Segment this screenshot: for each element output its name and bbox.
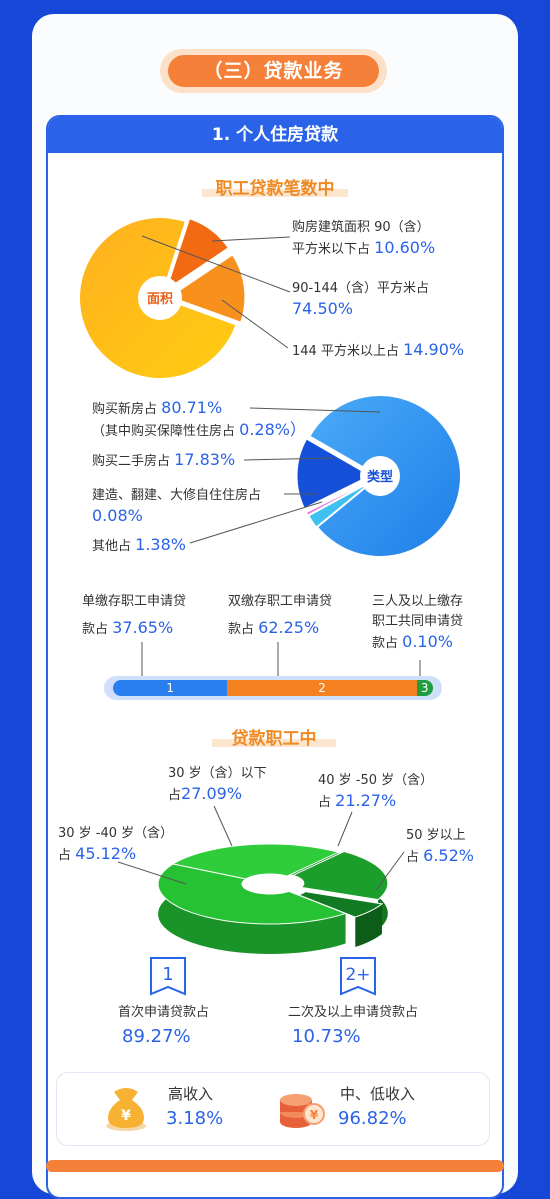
bottom-strip <box>46 1160 504 1172</box>
first-application-value: 89.27% <box>122 1026 191 1047</box>
age-label-under30: 30 岁（含）以下 占27.09% <box>168 766 267 803</box>
pie1-value-small: 10.60% <box>374 238 436 257</box>
stacked-bar: 1 2 3 <box>104 676 442 700</box>
panel-title: 1. 个人住房贷款 <box>48 117 502 153</box>
age-slice-side-over50 <box>355 903 382 948</box>
pie2-leader-new <box>249 407 381 413</box>
pie2-label-build: 建造、翻建、大修自住住房占 0.08% <box>92 488 262 525</box>
section-title: （三）贷款业务 <box>168 55 379 87</box>
pie2-value-build: 0.08% <box>92 506 143 525</box>
pie2-label-new: 购买新房占 80.71% （其中购买保障性住房占 0.28%） <box>92 398 306 439</box>
bar-segment-double: 2 <box>227 680 417 696</box>
pie2-center <box>360 456 400 496</box>
pie2-label-second: 购买二手房占 17.83% <box>92 450 236 469</box>
high-income-label: 高收入 <box>168 1085 214 1103</box>
age-leader-30-40 <box>117 861 187 885</box>
bar-label-double: 双缴存职工申请贷 款占 62.25% <box>228 594 333 637</box>
age-slice-40-50 <box>291 851 389 901</box>
age-leader-40-50 <box>337 811 353 847</box>
pie1-title: 职工贷款笔数中 <box>202 174 348 199</box>
pie1-label-medium: 90-144（含）平方米占 74.50% <box>292 281 430 318</box>
coin-stack-icon: ¥ <box>276 1082 328 1132</box>
money-bag-icon: ¥ <box>100 1084 152 1132</box>
age-value-40-50: 21.27% <box>335 791 397 810</box>
low-income-value: 96.82% <box>338 1108 407 1129</box>
svg-text:¥: ¥ <box>121 1108 131 1124</box>
repeat-application-icon: 2+ <box>338 956 378 996</box>
pie2-slice-build <box>305 478 375 516</box>
pie1-leader-large <box>221 299 289 349</box>
age-value-30-40: 45.12% <box>75 844 137 863</box>
age-donut-hole <box>243 875 297 893</box>
pie2-center-label: 类型 <box>367 469 393 485</box>
section-badge: （三）贷款业务 <box>160 49 387 93</box>
repeat-application-value: 10.73% <box>292 1026 361 1047</box>
age-slice-under30 <box>171 843 340 880</box>
repeat-application-icon-glyph: 2+ <box>345 965 370 985</box>
pie2-slice-second <box>294 435 376 512</box>
pie1-value-medium: 74.50% <box>292 299 354 318</box>
age-label-over50: 50 岁以上 占 6.52% <box>406 828 474 865</box>
high-income-value: 3.18% <box>166 1108 224 1129</box>
low-income-label: 中、低收入 <box>340 1085 416 1103</box>
pie1-value-large: 14.90% <box>403 340 465 359</box>
first-application-icon: 1 <box>148 956 188 996</box>
bar-value-single: 37.65% <box>112 618 174 637</box>
age-slice-30-40 <box>157 863 348 925</box>
age-leader-over50 <box>375 851 405 891</box>
pie1-leader-medium <box>141 235 291 293</box>
pie2-slice-other <box>306 478 376 530</box>
pie1-label-large: 144 平方米以上占 14.90% <box>292 340 465 359</box>
age-leader-under30 <box>213 805 233 847</box>
bar-segment-three: 3 <box>416 680 433 696</box>
pie2-label-other: 其他占 1.38% <box>92 535 186 554</box>
age-label-30-40: 30 岁 -40 岁（含） 占 45.12% <box>58 826 174 863</box>
pie2-leader-other <box>189 501 323 544</box>
svg-text:¥: ¥ <box>310 1108 319 1122</box>
bar-label-single: 单缴存职工申请贷 款占 37.65% <box>82 594 187 637</box>
pie1-label-small: 购房建筑面积 90（含） 平方米以下占 10.60% <box>292 220 436 257</box>
age-slice-side-30-40 <box>158 864 346 954</box>
bar-value-three: 0.10% <box>402 632 453 651</box>
pie2-value-affordable: 0.28%） <box>239 420 306 439</box>
pie2-value-other: 1.38% <box>135 535 186 554</box>
age-value-over50: 6.52% <box>423 846 474 865</box>
pie1-slice-large <box>164 251 248 326</box>
repeat-application-label: 二次及以上申请贷款占 <box>288 1005 419 1020</box>
bar-label-three: 三人及以上缴存 职工共同申请贷 款占 0.10% <box>372 594 464 651</box>
age-label-40-50: 40 岁 -50 岁（含） 占 21.27% <box>318 773 434 810</box>
bar-segment-single: 1 <box>113 680 228 696</box>
age-value-under30: 27.09% <box>181 784 243 803</box>
pie2-value-second: 17.83% <box>174 450 236 469</box>
page: （三）贷款业务 1. 个人住房贷款 职工贷款笔数中 面积类型 购房建筑面积 90… <box>32 14 518 1199</box>
pie1-slice-small <box>162 215 232 296</box>
pie2-value-new: 80.71% <box>161 398 223 417</box>
first-application-icon-glyph: 1 <box>162 964 173 985</box>
pie2-leader-second <box>243 457 335 461</box>
pie1-center <box>138 276 182 320</box>
bar-value-double: 62.25% <box>258 618 320 637</box>
first-application-label: 首次申请贷款占 <box>118 1005 210 1020</box>
pie1-leader-small <box>211 236 291 242</box>
pie1-center-label: 面积 <box>147 291 173 307</box>
pie3-title: 贷款职工中 <box>212 724 336 749</box>
